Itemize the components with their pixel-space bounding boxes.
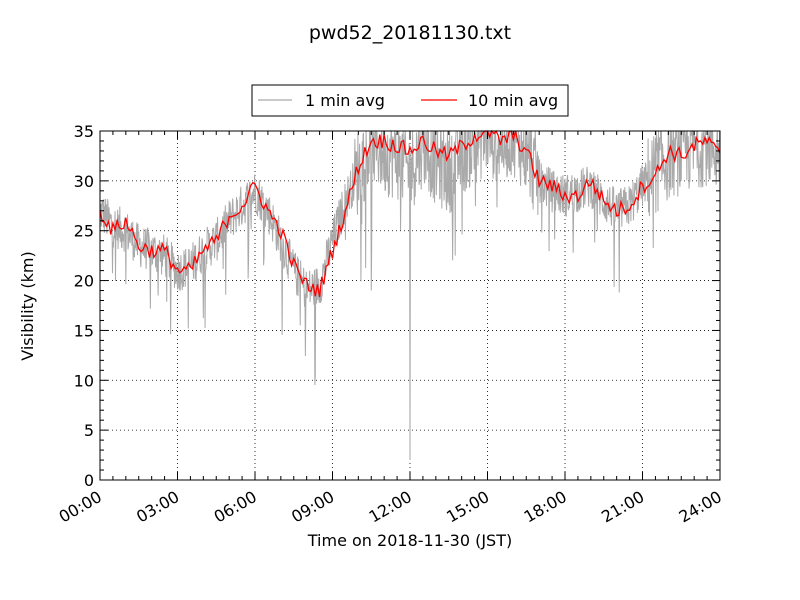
y-tick-label: 20 [74,272,94,291]
y-tick-label: 35 [74,122,94,141]
chart-title: pwd52_20181130.txt [309,22,511,44]
y-tick-label: 30 [74,172,94,191]
legend-label-1min: 1 min avg [305,91,385,110]
legend-label-10min: 10 min avg [468,91,558,110]
series-layer [99,129,721,461]
y-tick-label: 15 [74,321,94,340]
y-tick-label: 5 [84,421,94,440]
y-tick-label: 0 [84,471,94,490]
y-tick-label: 25 [74,222,94,241]
grid-lines [100,131,720,480]
series-1min-avg [99,129,721,461]
y-tick-label: 10 [74,371,94,390]
legend-box [251,84,569,117]
legend: 1 min avg 10 min avg [251,84,569,117]
series-10min-avg [99,129,721,298]
y-axis-title: Visibility (km) [18,251,37,360]
x-axis-title: Time on 2018-11-30 (JST) [307,531,512,550]
